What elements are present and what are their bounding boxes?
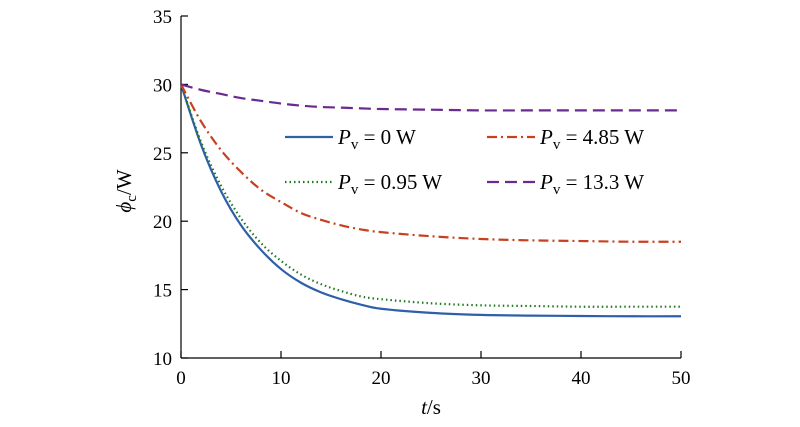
series-line-4	[180, 83, 681, 112]
x-tick-label: 0	[176, 368, 186, 389]
axes	[180, 16, 681, 359]
y-axis-label-sub: c	[124, 195, 140, 202]
legend-label-rest: = 4.85 W	[560, 125, 644, 149]
legend-label-rest: = 0 W	[358, 125, 416, 149]
x-tick-label: 40	[572, 368, 591, 389]
legend-label: Pv = 4.85 W	[539, 125, 644, 153]
y-tick-label: 20	[153, 212, 172, 233]
legend-label-rest: = 13.3 W	[560, 170, 644, 194]
x-tick-label: 50	[672, 368, 691, 389]
legend-entry-2: Pv = 0.95 W	[285, 170, 442, 198]
x-axis-label-unit: /s	[427, 395, 441, 419]
legend-label-sub: v	[351, 137, 359, 153]
series-line-1	[179, 84, 682, 318]
legend-entry-1: Pv = 0 W	[285, 125, 416, 153]
legend-label-main: P	[539, 125, 553, 149]
x-tick-label: 20	[372, 368, 391, 389]
y-axis-label-unit: /W	[112, 169, 136, 195]
y-tick-label: 15	[153, 281, 172, 302]
legend-label-main: P	[539, 170, 553, 194]
legend-label-sub: v	[351, 182, 359, 198]
y-axis-label: ϕc/W	[112, 169, 140, 212]
legend: Pv = 0 WPv = 0.95 WPv = 4.85 WPv = 13.3 …	[285, 125, 644, 198]
series-line-3	[180, 83, 682, 243]
y-axis-label-main: ϕ	[112, 202, 136, 213]
legend-entry-3: Pv = 4.85 W	[487, 125, 644, 153]
y-tick-label: 30	[153, 75, 172, 96]
legend-label: Pv = 0 W	[337, 125, 416, 153]
series-line-2	[179, 84, 681, 308]
legend-label-sub: v	[553, 137, 561, 153]
legend-label: Pv = 0.95 W	[337, 170, 442, 198]
legend-label-rest: = 0.95 W	[358, 170, 442, 194]
y-tick-label: 10	[153, 349, 172, 370]
legend-label: Pv = 13.3 W	[539, 170, 644, 198]
legend-label-main: P	[337, 170, 351, 194]
x-tick-label: 30	[472, 368, 491, 389]
y-tick-label: 35	[153, 7, 172, 28]
x-axis-label: t/s	[421, 395, 441, 419]
y-tick-label: 25	[153, 144, 172, 165]
x-tick-label: 10	[272, 368, 291, 389]
legend-label-main: P	[337, 125, 351, 149]
legend-entry-4: Pv = 13.3 W	[487, 170, 644, 198]
x-axis-label-main: t	[421, 395, 428, 419]
legend-label-sub: v	[553, 182, 561, 198]
series-group	[179, 83, 682, 318]
